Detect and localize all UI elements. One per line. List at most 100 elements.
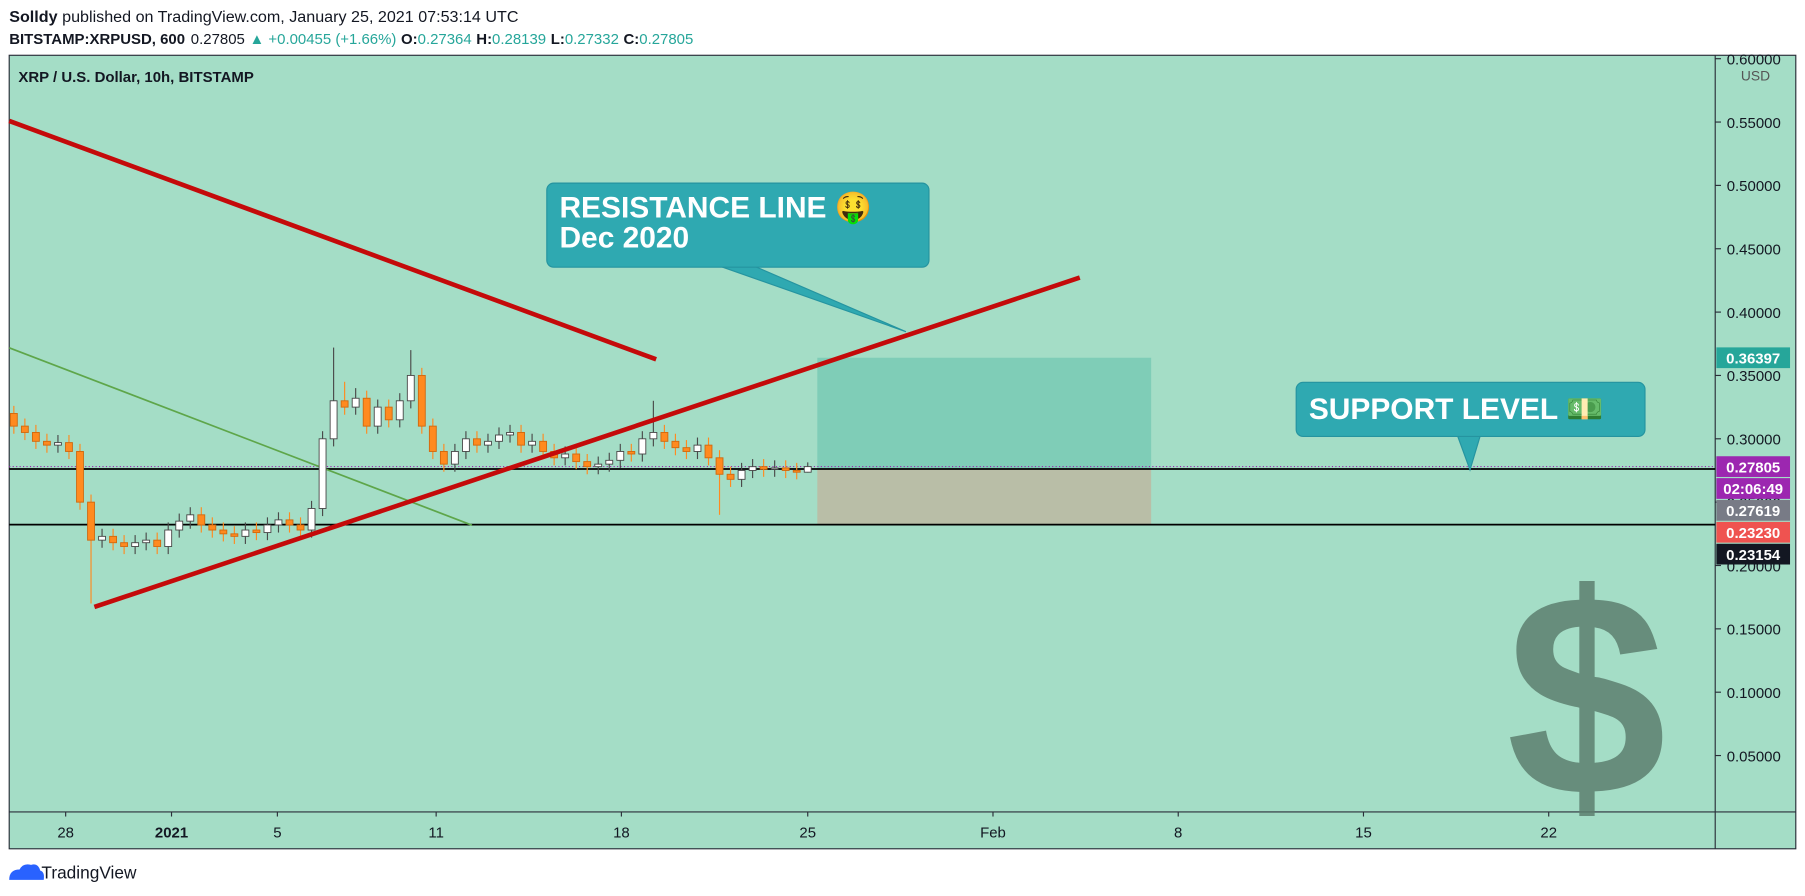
candle-body — [318, 438, 327, 509]
o-value: 0.27364 — [418, 31, 472, 48]
candle-body — [307, 508, 316, 531]
l-label: L: — [551, 31, 565, 48]
candle-body — [395, 400, 404, 421]
candle-body — [362, 397, 371, 427]
y-tick-label: 0.55000 — [1727, 115, 1781, 132]
price-badge-label: 0.27619 — [1726, 503, 1780, 520]
candle-body — [671, 440, 680, 449]
candle-body — [495, 434, 503, 442]
candle-body — [208, 524, 217, 531]
chart-title: XRP / U.S. Dollar, 10h, BITSTAMP — [18, 69, 253, 86]
candle-body — [20, 425, 29, 433]
target-zone — [817, 357, 1152, 469]
support-text: SUPPORT LEVEL 💵 — [1309, 393, 1603, 426]
candle-body — [329, 400, 338, 440]
x-tick-label: Feb — [980, 824, 1006, 841]
change: ▲ +0.00455 (+1.66%) — [249, 31, 396, 48]
candle-body — [473, 438, 481, 446]
candle-body — [726, 473, 735, 480]
candle-body — [153, 539, 162, 547]
symbol: BITSTAMP:XRPUSD, 600 — [9, 31, 185, 48]
price-badge-label: 02:06:49 — [1723, 481, 1783, 498]
resistance-text: RESISTANCE LINE 🤑 — [559, 191, 872, 226]
x-tick-label: 18 — [613, 824, 630, 841]
h-label: H: — [476, 31, 492, 48]
candle-body — [737, 470, 746, 480]
y-tick-label: 0.45000 — [1727, 242, 1781, 259]
candle-body — [98, 535, 106, 541]
candle-body — [693, 444, 702, 452]
x-tick-label: 11 — [428, 824, 444, 841]
price-badge — [1716, 347, 1791, 369]
candle-body — [43, 440, 51, 446]
currency: USD — [1741, 68, 1770, 84]
trend-line-green — [8, 346, 473, 526]
candle-body — [219, 529, 228, 535]
c-value: 0.27805 — [639, 31, 693, 48]
candle-body — [803, 466, 812, 473]
x-tick-label: 25 — [799, 824, 816, 841]
trend-line-up — [93, 275, 1081, 610]
x-tick-label: 8 — [1174, 824, 1182, 841]
candle-body — [583, 461, 592, 468]
y-tick-label: 0.30000 — [1727, 432, 1781, 449]
candle-body — [605, 459, 614, 465]
candle-body — [373, 406, 382, 427]
candle-body — [649, 432, 658, 440]
y-tick-label: 0.40000 — [1727, 305, 1781, 322]
candle-body — [439, 451, 448, 465]
dollar-watermark: $ — [1506, 534, 1666, 856]
candle-body — [120, 542, 129, 547]
candle-body — [131, 542, 140, 547]
author: Solldy — [9, 8, 57, 26]
candle-body — [770, 467, 779, 470]
footer: TradingView — [9, 863, 137, 883]
candle-body — [186, 514, 195, 522]
candle-body — [417, 374, 426, 427]
candle-body — [9, 412, 18, 427]
candle-body — [792, 470, 801, 473]
price-badge-label: 0.23230 — [1726, 525, 1780, 542]
y-tick-label: 0.60000 — [1727, 51, 1781, 68]
y-tick-label: 0.50000 — [1727, 178, 1781, 195]
x-tick-label: 5 — [273, 824, 281, 841]
candle-body — [428, 425, 437, 452]
last-price: 0.27805 — [191, 31, 245, 48]
candle-body — [715, 457, 724, 475]
candle-body — [616, 451, 625, 461]
candle-body — [594, 463, 603, 468]
candle-body — [484, 440, 492, 446]
y-tick-label: 0.35000 — [1727, 368, 1781, 385]
price-badge-label: 0.23154 — [1726, 547, 1781, 564]
symbol-line: BITSTAMP:XRPUSD, 600 0.27805 ▲ +0.00455 (+… — [9, 31, 693, 48]
price-badge — [1716, 500, 1791, 521]
candle-body — [506, 432, 514, 436]
candle-body — [572, 453, 581, 463]
y-tick-label: 0.10000 — [1727, 685, 1781, 702]
x-tick-label: 22 — [1540, 824, 1557, 841]
candle-body — [462, 438, 470, 452]
candle-body — [76, 451, 84, 503]
trend-line-down — [8, 118, 657, 362]
candle-body — [31, 432, 40, 442]
support-callout — [1295, 381, 1646, 438]
candle-body — [704, 444, 713, 459]
candle-body — [54, 442, 62, 446]
footer-brand: TradingView — [41, 863, 137, 883]
resistance-subtext: Dec 2020 — [559, 222, 689, 255]
price-badge — [1716, 478, 1791, 499]
c-label: C: — [623, 31, 639, 48]
price-badge — [1716, 521, 1791, 543]
candle-body — [109, 535, 117, 544]
l-value: 0.27332 — [565, 31, 619, 48]
o-label: O: — [401, 31, 418, 48]
candle-body — [561, 453, 570, 459]
published: published on TradingView.com, January 25… — [62, 8, 519, 26]
x-tick-label: 15 — [1355, 824, 1372, 841]
candle-body — [230, 533, 239, 537]
y-tick-label: 0.15000 — [1727, 622, 1781, 639]
candle-body — [682, 447, 691, 452]
candle-body — [660, 432, 669, 442]
candle-body — [164, 529, 173, 547]
candle-body — [296, 524, 305, 531]
